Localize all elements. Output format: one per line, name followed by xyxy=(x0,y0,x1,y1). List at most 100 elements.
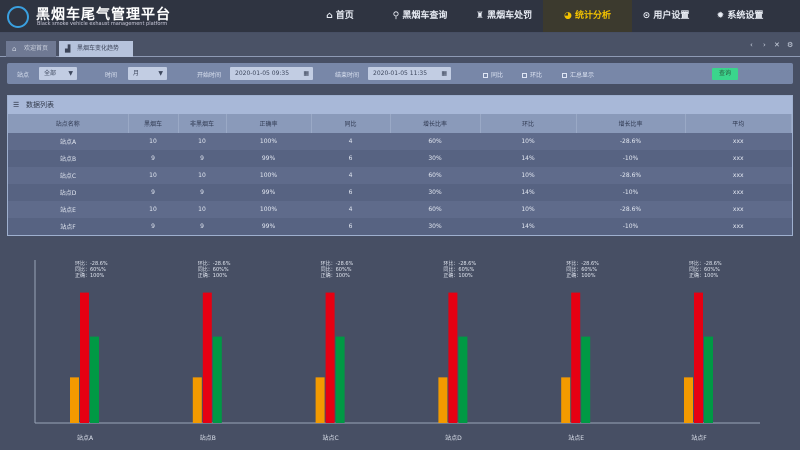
table-cell: xxx xyxy=(685,133,792,150)
table-row[interactable]: 站点F 9 9 99% 6 30% 14% -10% xxx xyxy=(8,218,792,235)
x-tick-label: 站点E xyxy=(568,434,584,442)
bar xyxy=(335,336,345,423)
data-annotation: 同比：60%% xyxy=(198,266,229,273)
tab-trend[interactable]: ▟ 黑烟车变化趋势 xyxy=(59,41,133,57)
table-cell: 10 xyxy=(178,133,226,150)
data-annotation: 正确：100% xyxy=(198,272,228,279)
bar xyxy=(581,336,591,423)
x-tick-label: 站点C xyxy=(322,434,338,442)
tab-welcome[interactable]: ⌂ 欢迎首页 xyxy=(6,41,56,57)
logo-icon xyxy=(7,6,29,28)
time-select[interactable]: 月 ▼ xyxy=(128,67,167,80)
data-annotation: 同比：60%% xyxy=(75,266,106,273)
tab-bar: ⌂ 欢迎首页 ▟ 黑烟车变化趋势 ‹ › ✕ ⚙ xyxy=(0,33,800,57)
table-row[interactable]: 站点D 9 9 99% 6 30% 14% -10% xxx xyxy=(8,184,792,201)
table-cell: 站点E xyxy=(8,201,128,218)
start-time-input[interactable]: 2020-01-05 09:35 ▦ xyxy=(230,67,313,80)
bar xyxy=(192,377,202,423)
column-header: 环比 xyxy=(480,114,577,133)
calendar-icon: ▦ xyxy=(441,70,447,77)
x-tick-label: 站点F xyxy=(691,434,707,442)
table-row[interactable]: 站点C 10 10 100% 4 60% 10% -28.6% xxx xyxy=(8,167,792,184)
summary-checkbox[interactable]: 汇总显示 xyxy=(562,70,594,79)
table-cell: 60% xyxy=(390,167,480,184)
table-cell: 站点A xyxy=(8,133,128,150)
table-row[interactable]: 站点A 10 10 100% 4 60% 10% -28.6% xxx xyxy=(8,133,792,150)
table-cell: 14% xyxy=(480,184,576,201)
data-annotation: 同比：60%% xyxy=(443,266,474,273)
data-annotation: 环比：-28.6% xyxy=(443,260,476,267)
table-cell: 10% xyxy=(480,167,576,184)
nav-home[interactable]: ⌂ 首页 xyxy=(326,11,354,21)
table-cell: 4 xyxy=(311,133,390,150)
bar xyxy=(684,377,693,423)
yoy-checkbox[interactable]: 同比 xyxy=(483,70,503,79)
table-cell: 站点B xyxy=(8,150,128,167)
app-subtitle: Black smoke vehicle exhaust management p… xyxy=(37,21,168,27)
data-annotation: 环比：-28.6% xyxy=(198,260,231,267)
nav-user-settings[interactable]: ⊙ 用户设置 xyxy=(642,11,690,21)
home-icon: ⌂ xyxy=(326,11,336,21)
nav-query[interactable]: ⚲ 黑烟车查询 xyxy=(392,11,448,21)
table-cell: 10% xyxy=(480,201,576,218)
chevron-left-icon[interactable]: ‹ xyxy=(750,41,753,49)
mom-checkbox[interactable]: 环比 xyxy=(522,70,542,79)
gear-icon[interactable]: ⚙ xyxy=(787,41,794,49)
table-cell: 60% xyxy=(390,133,480,150)
time-label: 时间 xyxy=(105,72,118,79)
column-header: 增长比率 xyxy=(390,114,481,133)
pie-chart-icon: ◕ xyxy=(563,11,575,21)
table-cell: 9 xyxy=(128,150,178,167)
nav-penalty[interactable]: ♜ 黑烟车处罚 xyxy=(475,11,533,21)
end-time-input[interactable]: 2020-01-05 11:35 ▦ xyxy=(368,67,451,80)
table-cell: -10% xyxy=(576,218,685,235)
bar xyxy=(325,292,335,423)
data-annotation: 同比：60%% xyxy=(566,266,597,273)
site-select[interactable]: 全部 ▼ xyxy=(39,67,77,80)
data-table: 站点名称 黑烟车 非黑烟车 正确率 同比 增长比率 环比 增长比率 平均 站点A 10 10 100%… xyxy=(8,114,792,235)
data-annotation: 同比：60%% xyxy=(689,266,720,273)
chart-icon: ▟ xyxy=(65,45,71,53)
bar xyxy=(458,336,468,423)
close-icon[interactable]: ✕ xyxy=(774,41,780,49)
home-icon: ⌂ xyxy=(12,45,17,53)
x-tick-label: 站点A xyxy=(77,434,94,442)
chevron-right-icon[interactable]: › xyxy=(763,41,766,49)
table-cell: 99% xyxy=(226,184,311,201)
table-cell: -28.6% xyxy=(576,201,685,218)
table-cell: 9 xyxy=(128,218,178,235)
bar xyxy=(438,377,448,423)
table-cell: 6 xyxy=(311,150,390,167)
table-row[interactable]: 站点E 10 10 100% 4 60% 10% -28.6% xxx xyxy=(8,201,792,218)
column-header: 黑烟车 xyxy=(128,114,179,133)
bar xyxy=(70,377,79,423)
end-time-label: 结束时间 xyxy=(335,72,360,79)
table-cell: 4 xyxy=(311,201,390,218)
search-icon: ⚲ xyxy=(392,11,403,21)
app-title: 黑烟车尾气管理平台 xyxy=(36,7,171,23)
caret-down-icon: ▼ xyxy=(158,70,163,77)
table-cell: 100% xyxy=(226,201,311,218)
bar-chart: 站点A环比：-28.6%同比：60%%正确：100%站点B环比：-28.6%同比… xyxy=(34,260,760,442)
money-bag-icon: ♜ xyxy=(475,11,488,21)
column-header: 非黑烟车 xyxy=(178,114,227,133)
bar xyxy=(212,336,222,423)
column-header: 站点名称 xyxy=(8,114,129,133)
nav-statistics[interactable]: ◕ 统计分析 xyxy=(543,0,632,32)
x-tick-label: 站点D xyxy=(445,434,462,442)
table-cell: 10 xyxy=(178,167,226,184)
nav-system-settings[interactable]: ✹ 系统设置 xyxy=(716,11,764,21)
table-cell: 6 xyxy=(311,184,390,201)
table-cell: 30% xyxy=(390,218,480,235)
column-header: 同比 xyxy=(311,114,391,133)
top-bar: 黑烟车尾气管理平台 Black smoke vehicle exhaust ma… xyxy=(0,0,800,32)
data-annotation: 环比：-28.6% xyxy=(75,260,108,267)
table-cell: 99% xyxy=(226,150,311,167)
table-cell: 14% xyxy=(480,150,576,167)
column-header: 平均 xyxy=(685,114,792,133)
table-cell: 60% xyxy=(390,201,480,218)
panel-title: ☰ 数据列表 xyxy=(8,96,792,114)
table-cell: 14% xyxy=(480,218,576,235)
query-button[interactable]: 查询 xyxy=(712,68,738,80)
table-row[interactable]: 站点B 9 9 99% 6 30% 14% -10% xxx xyxy=(8,150,792,167)
